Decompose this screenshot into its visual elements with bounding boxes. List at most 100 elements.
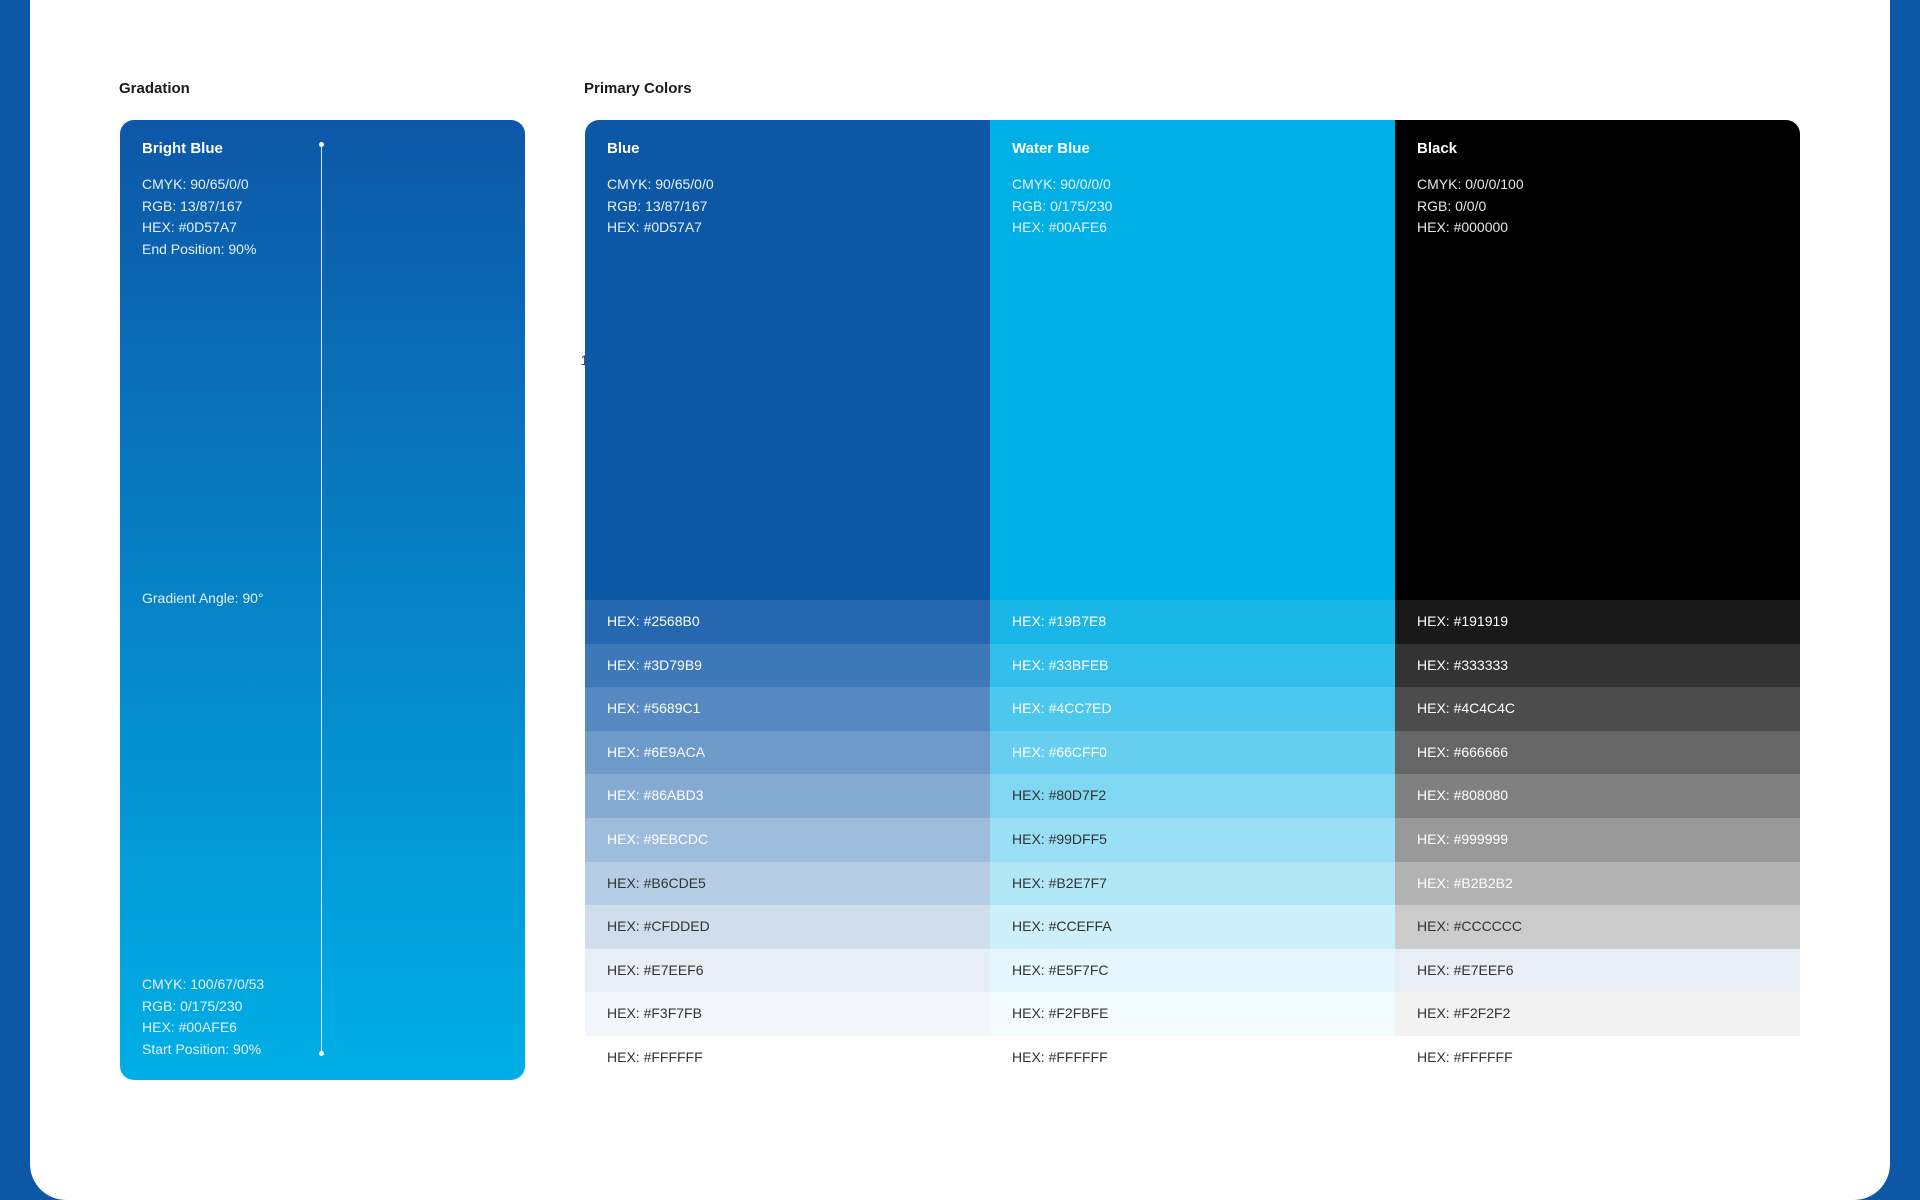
tint-swatch: HEX: #2568B0 xyxy=(585,600,990,644)
tint-swatch: HEX: #E5F7FC xyxy=(990,948,1395,993)
gradation-end-info: CMYK: 90/65/0/0 RGB: 13/87/167 HEX: #0D5… xyxy=(142,174,256,260)
tint-swatch: HEX: #CCEFFA xyxy=(990,905,1395,949)
tint-hex: HEX: #F3F7FB xyxy=(607,1005,702,1022)
tint-hex: HEX: #E7EEF6 xyxy=(607,961,704,978)
color-name: Black xyxy=(1417,140,1458,157)
tint-hex: HEX: #808080 xyxy=(1417,787,1509,804)
gradient-direction-line xyxy=(319,142,324,1056)
tint-hex: HEX: #B2E7F7 xyxy=(1012,874,1107,891)
end-hex: HEX: #0D57A7 xyxy=(142,219,237,235)
tint-hex: HEX: #3D79B9 xyxy=(607,656,702,673)
tint-hex: HEX: #66CFF0 xyxy=(1012,743,1107,760)
color-rgb: RGB: 0/0/0 xyxy=(1417,197,1487,214)
color-column-water-blue: Water Blue CMYK: 90/0/0/0 RGB: 0/175/230… xyxy=(990,120,1395,1080)
tint-hex: HEX: #9EBCDC xyxy=(607,830,709,847)
tint-swatch: HEX: #6E9ACA xyxy=(585,730,990,775)
tint-hex: HEX: #333333 xyxy=(1417,656,1509,673)
color-specs: CMYK: 0/0/0/100 RGB: 0/0/0 HEX: #000000 xyxy=(1417,174,1524,239)
tint-hex: HEX: #B2B2B2 xyxy=(1417,874,1513,891)
tint-swatch: HEX: #F3F7FB xyxy=(585,992,990,1036)
start-position: Start Position: 90% xyxy=(142,1040,262,1057)
tint-swatch: HEX: #E7EEF6 xyxy=(1395,948,1800,993)
color-hex: HEX: #000000 xyxy=(1417,219,1509,235)
tint-hex: HEX: #F2FBFE xyxy=(1012,1005,1109,1022)
tint-hex: HEX: #6E9ACA xyxy=(607,743,706,760)
color-cmyk: CMYK: 90/0/0/0 xyxy=(1012,176,1111,192)
gradation-start-info: CMYK: 100/67/0/53 RGB: 0/175/230 HEX: #0… xyxy=(142,974,264,1060)
tint-swatch: HEX: #666666 xyxy=(1395,730,1800,775)
tint-swatch: HEX: #4CC7ED xyxy=(990,687,1395,731)
tint-swatch: HEX: #9EBCDC xyxy=(585,817,990,862)
tint-hex: HEX: #F2F2F2 xyxy=(1417,1005,1511,1022)
primary-colors-title: Primary Colors xyxy=(584,80,692,97)
tint-swatch: HEX: #F2FBFE xyxy=(990,992,1395,1036)
tint-hex: HEX: #FFFFFF xyxy=(607,1048,703,1065)
tint-swatch: HEX: #66CFF0 xyxy=(990,730,1395,775)
gradient-angle: Gradient Angle: 90° xyxy=(142,590,264,606)
tint-hex: HEX: #2568B0 xyxy=(607,613,700,629)
tint-hex: HEX: #80D7F2 xyxy=(1012,787,1107,804)
tint-swatch: HEX: #FFFFFF xyxy=(585,1035,990,1080)
tint-swatch: HEX: #FFFFFF xyxy=(990,1035,1395,1080)
color-specs: CMYK: 90/0/0/0 RGB: 0/175/230 HEX: #00AF… xyxy=(1012,174,1112,239)
tint-hex: HEX: #999999 xyxy=(1417,830,1509,847)
color-name: Water Blue xyxy=(1012,140,1090,157)
tint-swatch: HEX: #E7EEF6 xyxy=(585,948,990,993)
gradation-title: Gradation xyxy=(119,80,190,97)
tint-swatch: HEX: #999999 xyxy=(1395,817,1800,862)
tint-hex: HEX: #E5F7FC xyxy=(1012,961,1109,978)
color-cmyk: CMYK: 90/65/0/0 xyxy=(607,176,714,192)
end-cmyk: CMYK: 90/65/0/0 xyxy=(142,176,249,192)
tint-list: HEX: #19B7E8 HEX: #33BFEB HEX: #4CC7ED H… xyxy=(990,600,1395,1080)
color-rgb: RGB: 0/175/230 xyxy=(1012,197,1113,214)
gradation-swatch: Bright Blue CMYK: 90/65/0/0 RGB: 13/87/1… xyxy=(120,120,525,1080)
tint-swatch: HEX: #191919 xyxy=(1395,600,1800,644)
tint-hex: HEX: #E7EEF6 xyxy=(1417,961,1514,978)
tint-swatch: HEX: #B2B2B2 xyxy=(1395,861,1800,906)
tint-swatch: HEX: #80D7F2 xyxy=(990,774,1395,818)
tint-hex: HEX: #CFDDED xyxy=(607,918,710,935)
tint-hex: HEX: #FFFFFF xyxy=(1012,1048,1108,1065)
tint-hex: HEX: #86ABD3 xyxy=(607,787,704,804)
blue-base-swatch: Blue CMYK: 90/65/0/0 RGB: 13/87/167 HEX:… xyxy=(585,120,990,600)
color-cmyk: CMYK: 0/0/0/100 xyxy=(1417,176,1524,192)
color-hex: HEX: #0D57A7 xyxy=(607,219,702,235)
tint-hex: HEX: #4CC7ED xyxy=(1012,700,1112,717)
tint-list: HEX: #191919 HEX: #333333 HEX: #4C4C4C H… xyxy=(1395,600,1800,1080)
tint-swatch: HEX: #19B7E8 xyxy=(990,600,1395,644)
start-cmyk: CMYK: 100/67/0/53 xyxy=(142,976,265,992)
water-blue-base-swatch: Water Blue CMYK: 90/0/0/0 RGB: 0/175/230… xyxy=(990,120,1395,600)
tint-hex: HEX: #CCCCCC xyxy=(1417,918,1523,935)
tint-hex: HEX: #4C4C4C xyxy=(1417,700,1516,717)
tint-swatch: HEX: #99DFF5 xyxy=(990,817,1395,862)
color-specs: CMYK: 90/65/0/0 RGB: 13/87/167 HEX: #0D5… xyxy=(607,174,714,239)
tint-swatch: HEX: #CFDDED xyxy=(585,905,990,949)
tint-swatch: HEX: #B6CDE5 xyxy=(585,861,990,906)
tint-swatch: HEX: #4C4C4C xyxy=(1395,687,1800,731)
color-guide-card: Gradation Primary Colors Bright Blue CMY… xyxy=(30,0,1890,1200)
tint-swatch: HEX: #333333 xyxy=(1395,643,1800,688)
start-rgb: RGB: 0/175/230 xyxy=(142,997,243,1014)
color-name: Blue xyxy=(607,140,640,157)
tint-hex: HEX: #99DFF5 xyxy=(1012,830,1107,847)
color-column-black: Black CMYK: 0/0/0/100 RGB: 0/0/0 HEX: #0… xyxy=(1395,120,1800,1080)
end-rgb: RGB: 13/87/167 xyxy=(142,197,243,214)
color-hex: HEX: #00AFE6 xyxy=(1012,219,1107,235)
tint-hex: HEX: #B6CDE5 xyxy=(607,874,706,891)
tint-swatch: HEX: #B2E7F7 xyxy=(990,861,1395,906)
tint-swatch: HEX: #33BFEB xyxy=(990,643,1395,688)
tint-hex: HEX: #191919 xyxy=(1417,613,1509,629)
tint-swatch: HEX: #3D79B9 xyxy=(585,643,990,688)
tint-list: HEX: #2568B0 HEX: #3D79B9 HEX: #5689C1 H… xyxy=(585,600,990,1080)
color-column-blue: Blue CMYK: 90/65/0/0 RGB: 13/87/167 HEX:… xyxy=(585,120,990,1080)
black-base-swatch: Black CMYK: 0/0/0/100 RGB: 0/0/0 HEX: #0… xyxy=(1395,120,1800,600)
start-hex: HEX: #00AFE6 xyxy=(142,1019,237,1035)
tint-hex: HEX: #5689C1 xyxy=(607,700,701,717)
tint-swatch: HEX: #FFFFFF xyxy=(1395,1035,1800,1080)
tint-hex: HEX: #33BFEB xyxy=(1012,656,1109,673)
tint-hex: HEX: #FFFFFF xyxy=(1417,1048,1513,1065)
end-position: End Position: 90% xyxy=(142,240,257,257)
gradation-name: Bright Blue xyxy=(142,140,223,157)
tint-hex: HEX: #19B7E8 xyxy=(1012,613,1107,629)
tint-swatch: HEX: #F2F2F2 xyxy=(1395,992,1800,1036)
